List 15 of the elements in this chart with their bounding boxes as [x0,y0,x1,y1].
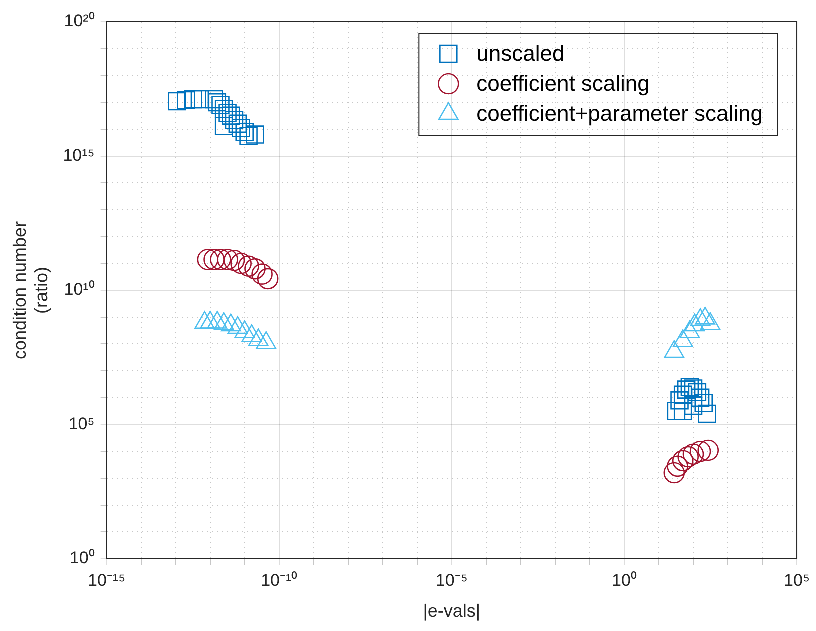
x-tick-label: 10⁻¹⁰ [261,570,298,590]
y-tick-label: 10⁵ [68,414,95,434]
x-tick-label: 10⁻¹⁵ [88,570,126,590]
x-axis-title: |e-vals| [423,601,481,622]
y-axis-title: condition number (ratio) [10,221,52,360]
x-tick-label: 10⁻⁵ [436,570,468,590]
y-tick-label: 10⁰ [70,548,95,568]
x-tick-label: 10⁵ [784,570,810,590]
y-tick-label: 10¹⁵ [63,146,95,165]
y-tick-label: 10¹⁰ [64,280,95,300]
legend-label: unscaled [476,41,565,66]
y-tick-label: 10²⁰ [64,12,95,31]
x-tick-label: 10⁰ [612,570,637,590]
legend-label: coefficient scaling [476,71,650,96]
legend-label: coefficient+parameter scaling [476,101,764,126]
